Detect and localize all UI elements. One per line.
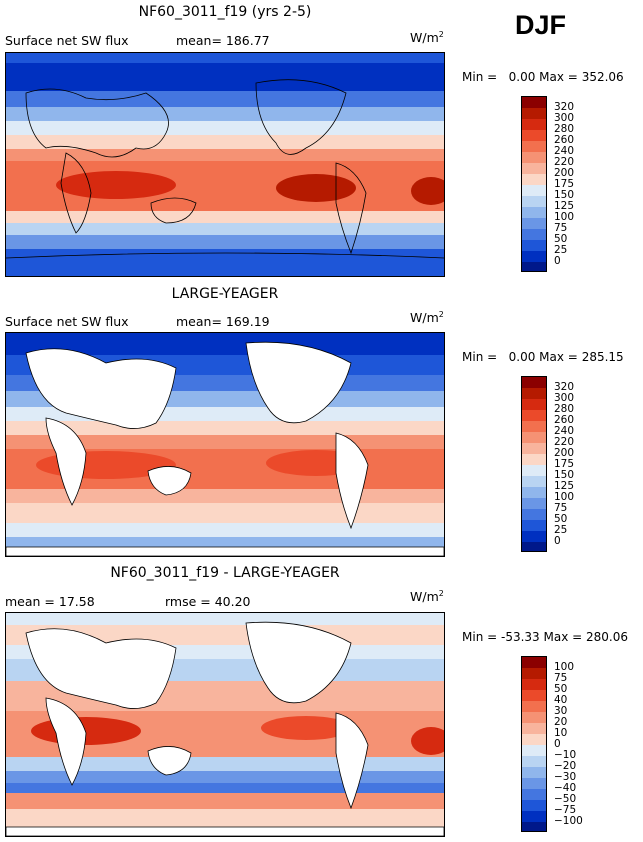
panel3-map-svg [6,613,444,836]
panel3-colorbar [521,656,547,832]
panel3-max-label: Max = [543,630,583,644]
colorbar-label: 300 [554,392,575,404]
panel2-mean: mean= 169.19 [176,314,270,329]
panel2-max-label: Max = [539,350,578,364]
panel3-min-value: -53.33 [501,630,540,644]
colorbar-label: 320 [554,101,575,113]
colorbar-label: 25 [554,244,568,256]
colorbar-label: −100 [554,815,583,827]
colorbar-label: 75 [554,222,568,234]
panel1-map-svg [6,53,444,276]
colorbar-label: 150 [554,189,575,201]
colorbar-label: 320 [554,381,575,393]
colorbar-label: 200 [554,447,575,459]
colorbar-label: 100 [554,661,575,673]
panel3-units: W/m2 [410,589,444,605]
panel1-units: W/m2 [410,30,444,46]
panel3-min-label: Min = [462,630,498,644]
colorbar-label: 220 [554,436,575,448]
colorbar-label: 175 [554,458,575,470]
colorbar-label: −20 [554,760,577,772]
colorbar-label: 50 [554,683,568,695]
colorbar-label: −30 [554,771,577,783]
colorbar-label: 50 [554,233,568,245]
colorbar-label: 240 [554,145,575,157]
colorbar-label: 0 [554,535,561,547]
colorbar-label: 280 [554,123,575,135]
colorbar-label: 0 [554,255,561,267]
panel1-colorbar [521,96,547,272]
panel2-min-label: Min = [462,350,498,364]
colorbar-label: −50 [554,793,577,805]
panel1-title: NF60_3011_f19 (yrs 2-5) [138,4,312,20]
panel2-title: LARGE-YEAGER [171,286,279,302]
panel2-variable: Surface net SW flux [5,314,129,329]
panel3-mean: mean = 17.58 [5,594,95,609]
panel3-minmax: Min = -53.33 Max = 280.06 [462,630,628,644]
colorbar-label: 30 [554,705,568,717]
panel2-colorbar [521,376,547,552]
colorbar-label: 280 [554,403,575,415]
panel1-minmax: Min = 0.00 Max = 352.06 [462,70,624,84]
panel2-min-value: 0.00 [508,350,536,364]
panel1-min-label: Min = [462,70,498,84]
panel2-minmax: Min = 0.00 Max = 285.15 [462,350,624,364]
panel3-map [5,612,445,837]
panel2-map-svg [6,333,444,556]
panel2-max-value: 285.15 [581,350,624,364]
panel3-rmse: rmse = 40.20 [165,594,251,609]
colorbar-label: 220 [554,156,575,168]
panel1-min-value: 0.00 [508,70,536,84]
colorbar-label: −40 [554,782,577,794]
colorbar-label: 200 [554,167,575,179]
colorbar-label: 75 [554,672,568,684]
colorbar-label: 25 [554,524,568,536]
colorbar-label: 240 [554,425,575,437]
panel3-max-value: 280.06 [586,630,629,644]
colorbar-label: 125 [554,200,575,212]
panel3-title: NF60_3011_f19 - LARGE-YEAGER [110,565,340,581]
panel1-max-value: 352.06 [581,70,624,84]
colorbar-label: 175 [554,178,575,190]
colorbar-label: 40 [554,694,568,706]
panel2-units: W/m2 [410,310,444,326]
colorbar-label: 50 [554,513,568,525]
colorbar-label: 20 [554,716,568,728]
colorbar-label: 300 [554,112,575,124]
colorbar-label: −10 [554,749,577,761]
colorbar-label: 150 [554,469,575,481]
panel1-map [5,52,445,277]
panel2-map [5,332,445,557]
panel1-mean: mean= 186.77 [176,33,270,48]
season-label: DJF [515,10,567,40]
colorbar-label: 0 [554,738,561,750]
colorbar-label: 125 [554,480,575,492]
colorbar-label: 260 [554,134,575,146]
colorbar-label: 100 [554,211,575,223]
panel1-max-label: Max = [539,70,578,84]
colorbar-label: 75 [554,502,568,514]
panel1-variable: Surface net SW flux [5,33,129,48]
colorbar-label: −75 [554,804,577,816]
colorbar-label: 100 [554,491,575,503]
colorbar-label: 10 [554,727,568,739]
colorbar-label: 260 [554,414,575,426]
